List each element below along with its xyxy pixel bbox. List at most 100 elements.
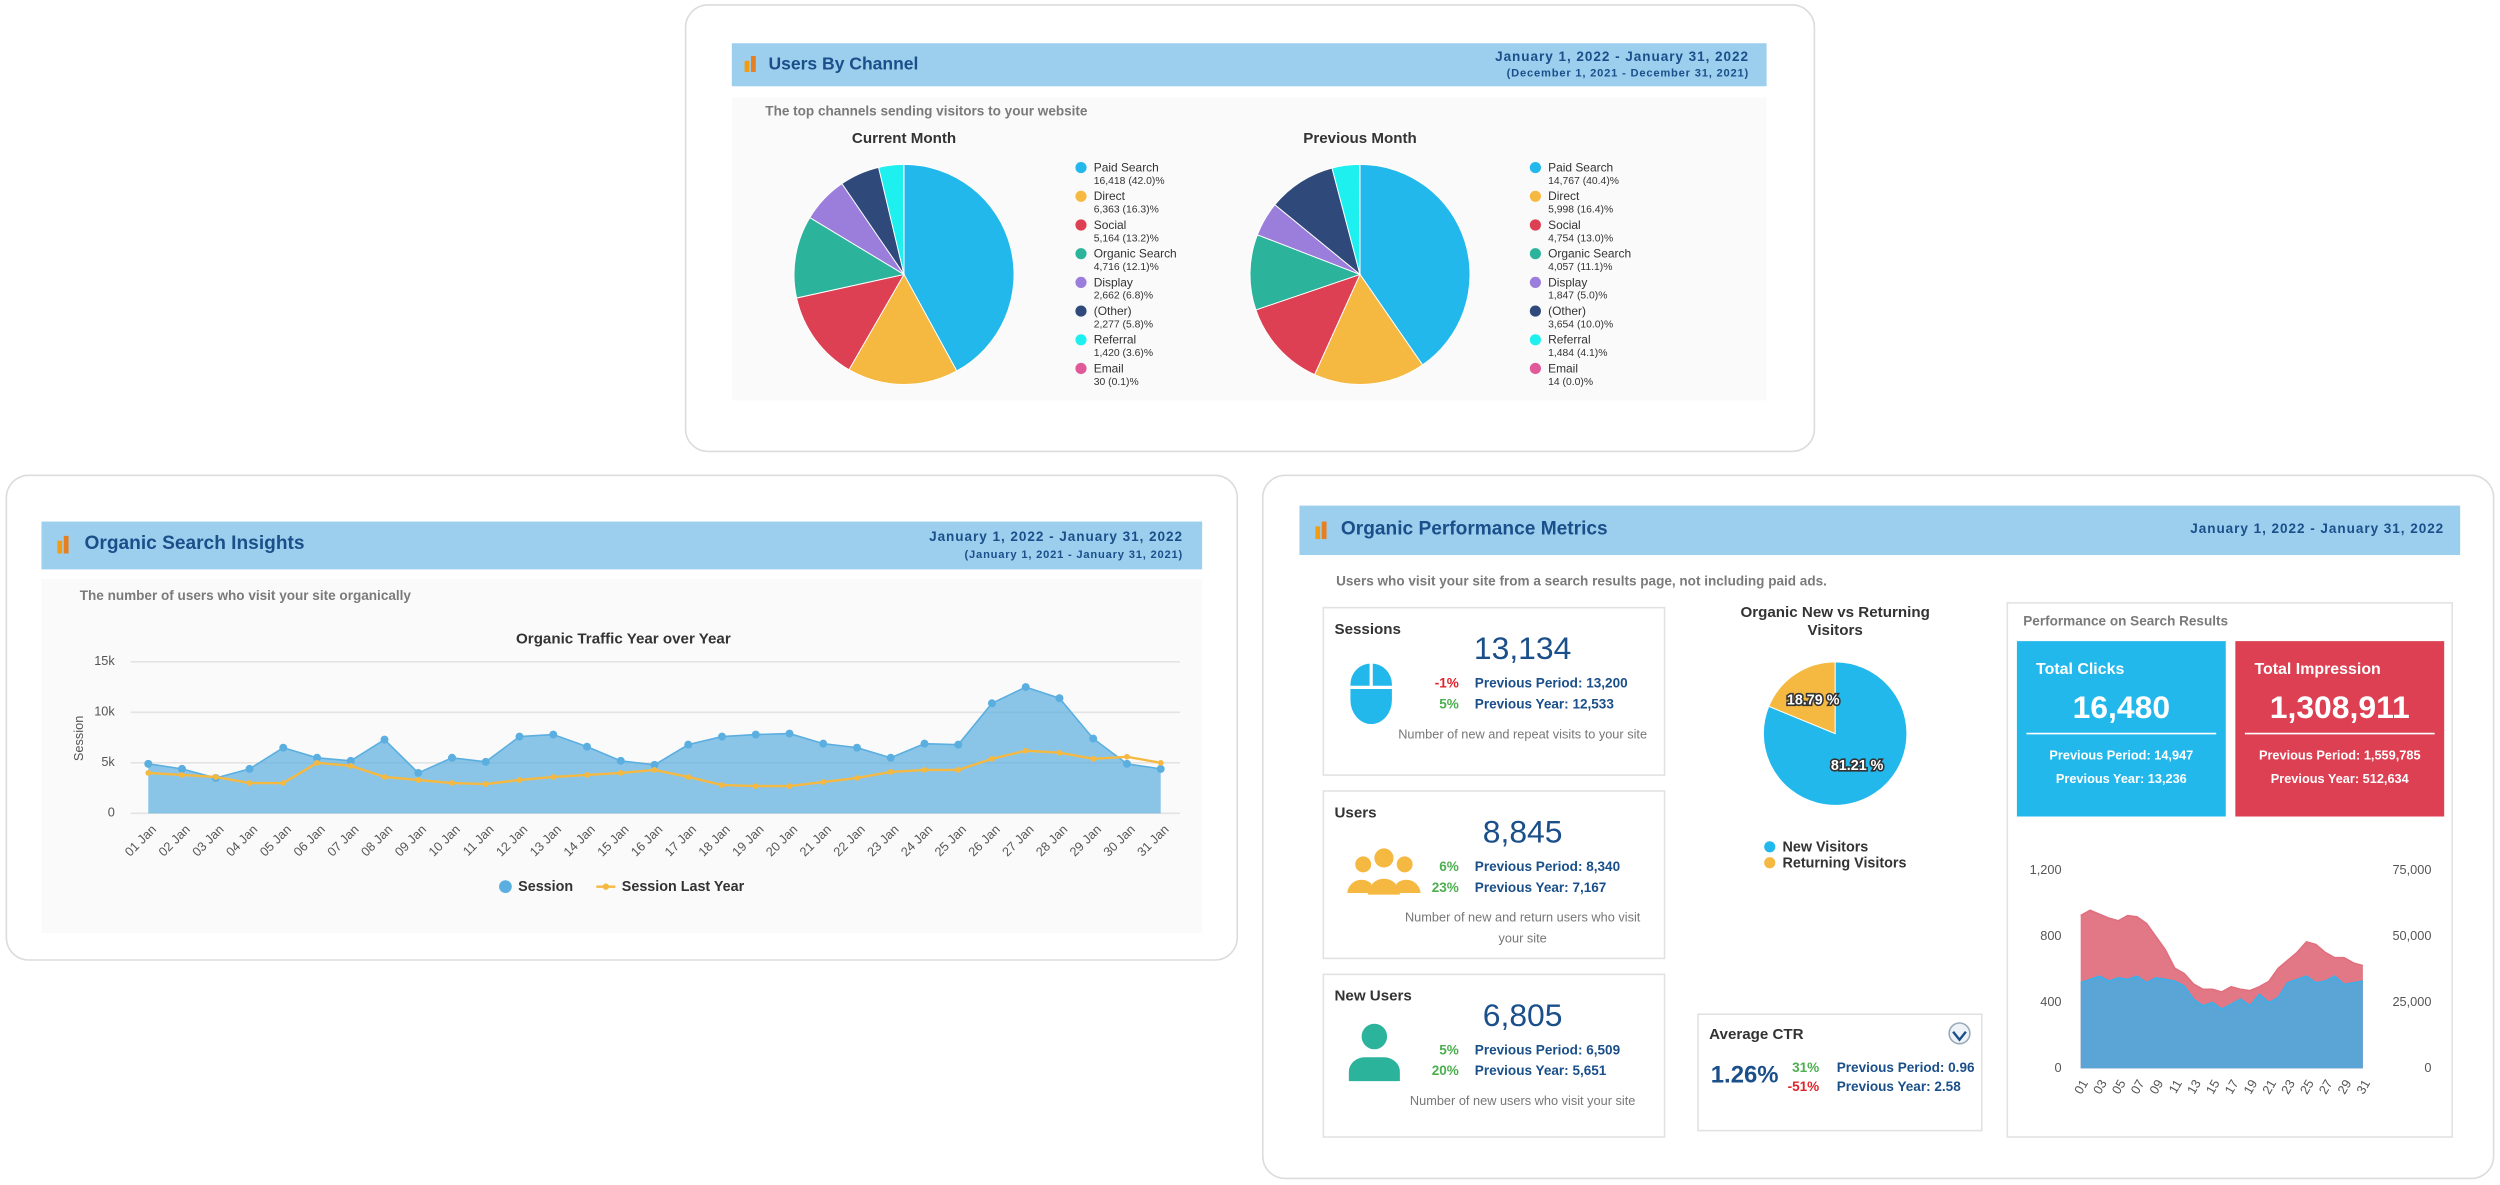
area-fill [148, 687, 1161, 814]
legend-marker [1075, 276, 1087, 288]
data-point [549, 730, 558, 739]
metric-comparison: Previous Period: 6,509 [1475, 1042, 1621, 1057]
legend-value: 14,767 (40.4)% [1548, 176, 1619, 187]
data-point [550, 774, 557, 780]
metric-description-box: Number of new and return users who visit… [1404, 910, 1641, 946]
x-tick-label: 09 [2146, 1077, 2166, 1097]
legend-marker [1075, 190, 1087, 202]
legend-label: (Other) [1548, 304, 1586, 318]
ctr-icon [1948, 1022, 1971, 1045]
legend-marker [1075, 362, 1087, 375]
metric-comparison: Previous Period: 8,340 [1475, 859, 1620, 874]
data-point [820, 779, 827, 785]
pie-slice [1768, 661, 1836, 735]
legend-marker [1529, 305, 1541, 317]
data-point [179, 772, 185, 778]
legend-label: Display [1548, 275, 1587, 289]
legend-label: Session [518, 879, 573, 895]
legend-marker [499, 880, 512, 894]
pie-slice [903, 163, 1015, 372]
metric-box [1322, 973, 1666, 1138]
legend-marker [1529, 219, 1541, 231]
data-point [381, 774, 388, 780]
header-icon [57, 55, 1327, 554]
users-icon [1347, 848, 1421, 895]
metric-label: Users [1335, 804, 1377, 821]
kpi-card [2235, 641, 2445, 817]
data-point [212, 774, 219, 780]
data-point [246, 780, 253, 786]
y2-tick-label: 0 [2424, 1060, 2431, 1075]
pie-slice [1359, 163, 1471, 366]
legend-value: 5,998 (16.4)% [1548, 205, 1613, 216]
metric-label: Sessions [1335, 621, 1401, 638]
kpi-value: 1,308,911 [2270, 689, 2410, 725]
data-point [347, 762, 354, 769]
data-point [145, 770, 152, 776]
metric-value: 6,805 [1483, 997, 1563, 1033]
y2-tick-label: 25,000 [2392, 994, 2431, 1009]
x-tick-label: 05 [2109, 1077, 2129, 1097]
metric-label: Average CTR [1709, 1026, 1803, 1043]
metric-value: 13,134 [1474, 630, 1572, 666]
data-point [852, 743, 861, 752]
date-range: January 1, 2022 - January 31, 2022 [2190, 521, 2444, 536]
metric-description: Number of new users who visit your site [1409, 1093, 1636, 1109]
data-point [482, 781, 489, 787]
x-tick-label: 27 [2315, 1077, 2335, 1097]
metric-comparison: Previous Period: 13,200 [1475, 676, 1628, 691]
x-tick-label: 25 [2297, 1077, 2317, 1097]
legend-label: Email [1094, 361, 1124, 375]
mouse-icon [1350, 661, 1392, 725]
header-bar [41, 521, 1203, 570]
data-point [1022, 747, 1029, 754]
data-point [516, 777, 523, 783]
metric-change: 5% [1439, 1042, 1459, 1057]
data-point [1089, 734, 1098, 743]
x-tick-label: 31 [2353, 1077, 2373, 1097]
pie-slice [1255, 273, 1361, 376]
data-point [1156, 764, 1165, 773]
chart-title: Previous Month [1303, 130, 1416, 147]
previous-date-range: (January 1, 2021 - January 31, 2021) [965, 549, 1183, 561]
metric-description: Number of new and return users who visit… [1404, 910, 1641, 946]
chart-title: Current Month [852, 130, 956, 147]
y-axis-title: Session [71, 716, 86, 761]
legend-value: 2,662 (6.8)% [1094, 291, 1153, 302]
metric-description-box: Number of new users who visit your site [1409, 1093, 1636, 1109]
data-point [1055, 694, 1064, 703]
data-point [314, 759, 320, 766]
kpi-value: 16,480 [2073, 689, 2171, 725]
legend-value: 4,716 (12.1)% [1094, 262, 1159, 273]
y-tick-label: 10k [94, 704, 115, 719]
pie-slice [903, 163, 905, 275]
area-fill [2080, 976, 2363, 1069]
y-tick-label: 0 [108, 805, 115, 820]
data-point [279, 743, 288, 752]
panel-subtitle: Users who visit your site from a search … [1336, 574, 1827, 589]
data-point [313, 753, 322, 762]
metric-comparison: Previous Year: 5,651 [1475, 1063, 1607, 1078]
panel-title: Organic Search Insights [85, 533, 305, 554]
metric-change: 31% [1792, 1060, 1819, 1075]
data-point [449, 780, 455, 786]
data-point [920, 739, 929, 748]
data-point [989, 755, 995, 762]
data-point [718, 732, 726, 741]
x-tick-label: 07 [2127, 1077, 2147, 1097]
data-point [1157, 759, 1164, 766]
legend-label: Organic Search [1548, 247, 1631, 261]
legend-label: Organic Search [1094, 247, 1177, 261]
x-tick-label: 23 [2278, 1077, 2298, 1097]
data-point [584, 772, 590, 778]
legend-value: 30 (0.1)% [1094, 377, 1139, 388]
data-point [751, 730, 760, 739]
pie-slice [795, 273, 905, 371]
data-point [178, 764, 187, 773]
kpi-previous-year: Previous Year: 13,236 [2056, 771, 2187, 786]
date-range: January 1, 2022 - January 31, 2022 [1495, 49, 1749, 64]
pie-slice [793, 216, 906, 299]
legend-value: 1,420 (3.6)% [1094, 348, 1153, 359]
